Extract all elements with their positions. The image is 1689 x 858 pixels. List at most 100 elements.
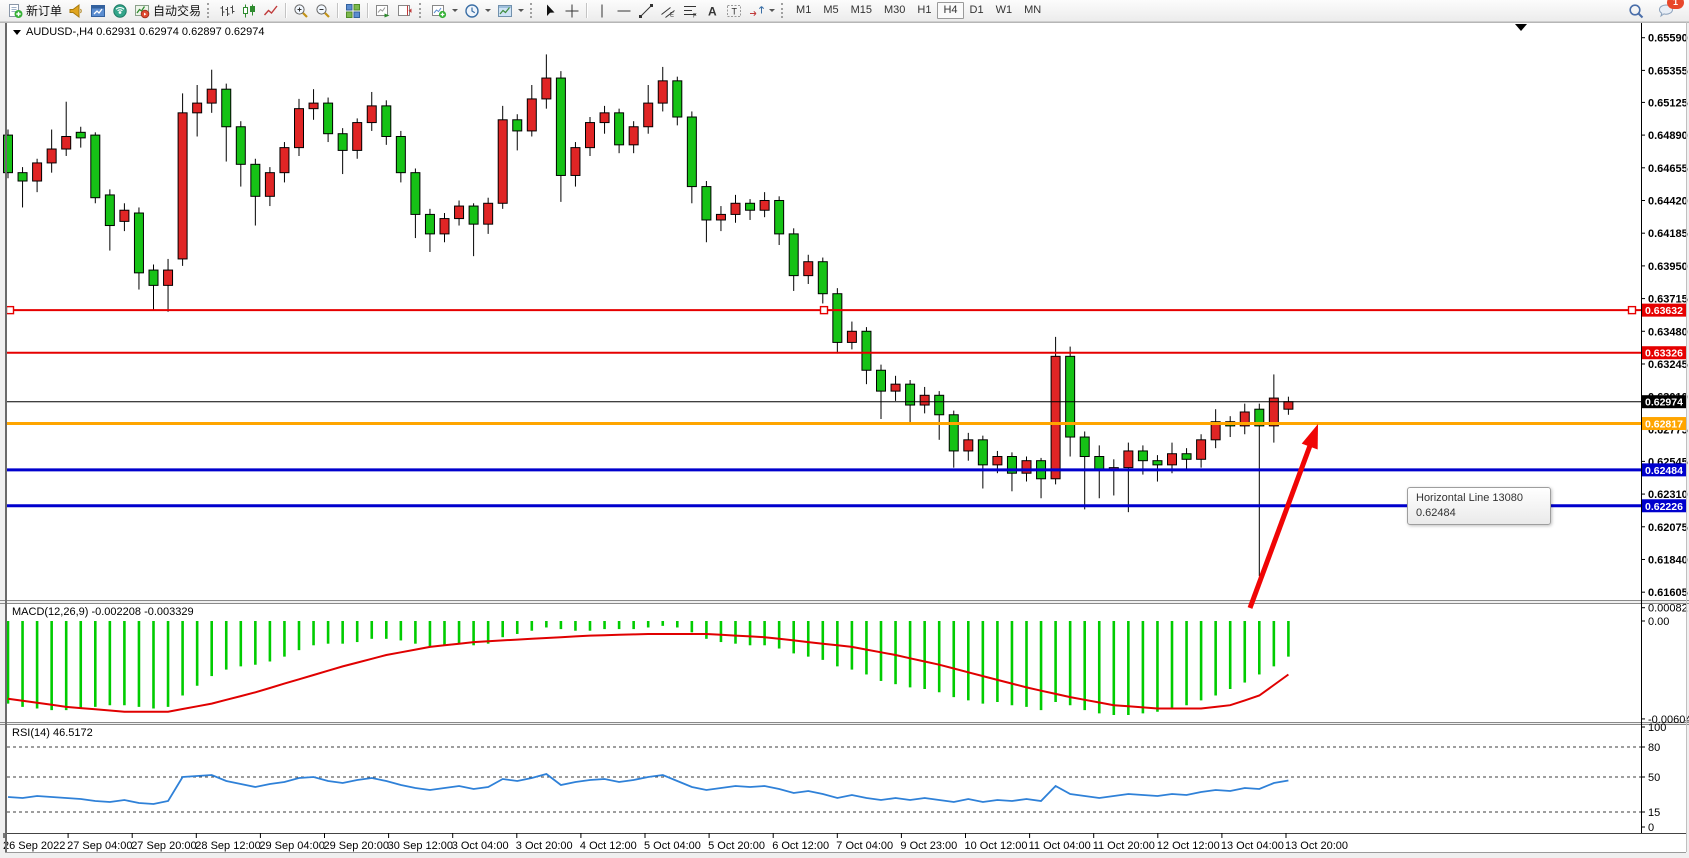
- periods-button[interactable]: [461, 0, 494, 21]
- chat-button[interactable]: 1: [1655, 0, 1684, 21]
- candle: [250, 158, 261, 226]
- timeframe-m15-button[interactable]: M15: [850, 4, 872, 16]
- candle: [1123, 442, 1134, 513]
- candle: [177, 93, 188, 266]
- chart-shift-marker[interactable]: [1515, 24, 1527, 31]
- zoom-in-button[interactable]: [290, 0, 312, 21]
- svg-text:3 Oct 20:00: 3 Oct 20:00: [516, 840, 573, 852]
- price-tag-0.62817: 0.62817: [1642, 417, 1686, 431]
- candle: [686, 111, 697, 204]
- candle: [483, 197, 494, 234]
- svg-text:F: F: [693, 13, 697, 19]
- signals-icon[interactable]: [109, 0, 131, 21]
- fibonacci-button[interactable]: F: [679, 0, 701, 21]
- timeframe-h4-button[interactable]: H4: [937, 2, 964, 19]
- candle: [235, 121, 246, 187]
- collapse-ohlc-icon[interactable]: [13, 29, 21, 35]
- shapes-icon: [750, 5, 765, 16]
- annotation-arrow[interactable]: [1247, 424, 1318, 609]
- timeframe-m5-button[interactable]: M5: [823, 4, 839, 16]
- candle: [643, 85, 654, 134]
- candle: [570, 142, 581, 187]
- arrows-button[interactable]: [745, 0, 778, 21]
- candle: [1152, 455, 1163, 482]
- candle: [541, 54, 552, 109]
- svg-text:0.00082: 0.00082: [1648, 603, 1688, 615]
- svg-text:100: 100: [1648, 722, 1666, 734]
- candlestick-chart-button[interactable]: [238, 0, 260, 21]
- chevron-down-icon: [518, 9, 525, 12]
- bluewin-icon: [91, 4, 106, 17]
- timeframe-mn-button[interactable]: MN: [1024, 4, 1042, 16]
- text-button[interactable]: A: [701, 0, 723, 21]
- chevron-down-icon: [452, 9, 459, 12]
- text-label-button[interactable]: T: [723, 0, 745, 21]
- line-drag-handle[interactable]: [1627, 305, 1637, 315]
- autotrading-button[interactable]: 自动交易: [131, 0, 204, 21]
- auto-scroll-button[interactable]: [372, 0, 394, 21]
- vertical-line-button[interactable]: [591, 0, 613, 21]
- chart-shift-button[interactable]: [394, 0, 416, 21]
- svg-text:12 Oct 12:00: 12 Oct 12:00: [1157, 840, 1220, 852]
- price-axis[interactable]: 0.65590 0.65355 0.65125 0.64890 0.64655 0.644…: [1641, 33, 1689, 834]
- candle: [715, 206, 726, 232]
- svg-text:0.62075: 0.62075: [1648, 522, 1688, 534]
- svg-text:0.61605: 0.61605: [1648, 587, 1688, 599]
- new-chart-button[interactable]: [428, 0, 461, 21]
- timeframe-w1-button[interactable]: W1: [995, 4, 1013, 16]
- toolbar-grip: [419, 3, 423, 18]
- new-order-button[interactable]: 新订单: [4, 0, 65, 21]
- candle: [308, 89, 319, 120]
- cursor-button[interactable]: [539, 0, 561, 21]
- candle: [75, 126, 86, 148]
- market-window-icon[interactable]: [87, 0, 109, 21]
- svg-text:15: 15: [1648, 807, 1660, 819]
- svg-text:0.64420: 0.64420: [1648, 195, 1688, 207]
- svg-text:80: 80: [1648, 742, 1660, 754]
- alerts-horn-icon[interactable]: [65, 0, 87, 21]
- timeframe-m1-button[interactable]: M1: [796, 4, 812, 16]
- candle: [410, 168, 421, 239]
- horizontal-line-button[interactable]: [613, 0, 635, 21]
- candle: [919, 386, 930, 414]
- trendline-button[interactable]: [635, 0, 657, 21]
- line-chart-button[interactable]: [260, 0, 282, 21]
- line-drag-handle[interactable]: [819, 305, 829, 315]
- chartshift-icon: [398, 4, 412, 16]
- fibo-icon: F: [684, 5, 697, 19]
- timeframe-h1-button[interactable]: H1: [917, 4, 932, 16]
- crosshair-button[interactable]: [561, 0, 583, 21]
- price-tag-0.62484: 0.62484: [1642, 463, 1686, 477]
- panel-separator[interactable]: [0, 722, 1689, 725]
- candle: [264, 167, 275, 207]
- candle: [1239, 403, 1250, 435]
- candle: [1210, 409, 1221, 449]
- newchart-icon: [432, 4, 447, 18]
- candle: [1050, 336, 1061, 485]
- svg-text:T: T: [732, 6, 738, 16]
- svg-text:6 Oct 12:00: 6 Oct 12:00: [772, 840, 829, 852]
- equidistant-channel-button[interactable]: E: [657, 0, 679, 21]
- timeframe-m30-button[interactable]: M30: [884, 4, 906, 16]
- svg-text:30 Sep 12:00: 30 Sep 12:00: [388, 840, 453, 852]
- candle: [395, 130, 406, 183]
- bar-chart-button[interactable]: [216, 0, 238, 21]
- tile-icon: [346, 3, 361, 18]
- timeframe-d1-button[interactable]: D1: [969, 4, 984, 16]
- svg-text:13 Oct 04:00: 13 Oct 04:00: [1221, 840, 1284, 852]
- zoom-out-button[interactable]: [312, 0, 334, 21]
- templates-button[interactable]: [494, 0, 527, 21]
- line-drag-handle[interactable]: [5, 305, 15, 315]
- tile-windows-button[interactable]: [342, 0, 364, 21]
- candle: [1167, 442, 1177, 474]
- candle: [628, 121, 639, 154]
- toolbar-separator: [367, 3, 370, 18]
- search-button[interactable]: [1625, 0, 1647, 21]
- search-icon: [1629, 3, 1644, 18]
- candle: [119, 203, 130, 232]
- panel-separator[interactable]: [0, 600, 1689, 604]
- price-tag-0.62226: 0.62226: [1642, 499, 1686, 513]
- candle: [599, 105, 610, 134]
